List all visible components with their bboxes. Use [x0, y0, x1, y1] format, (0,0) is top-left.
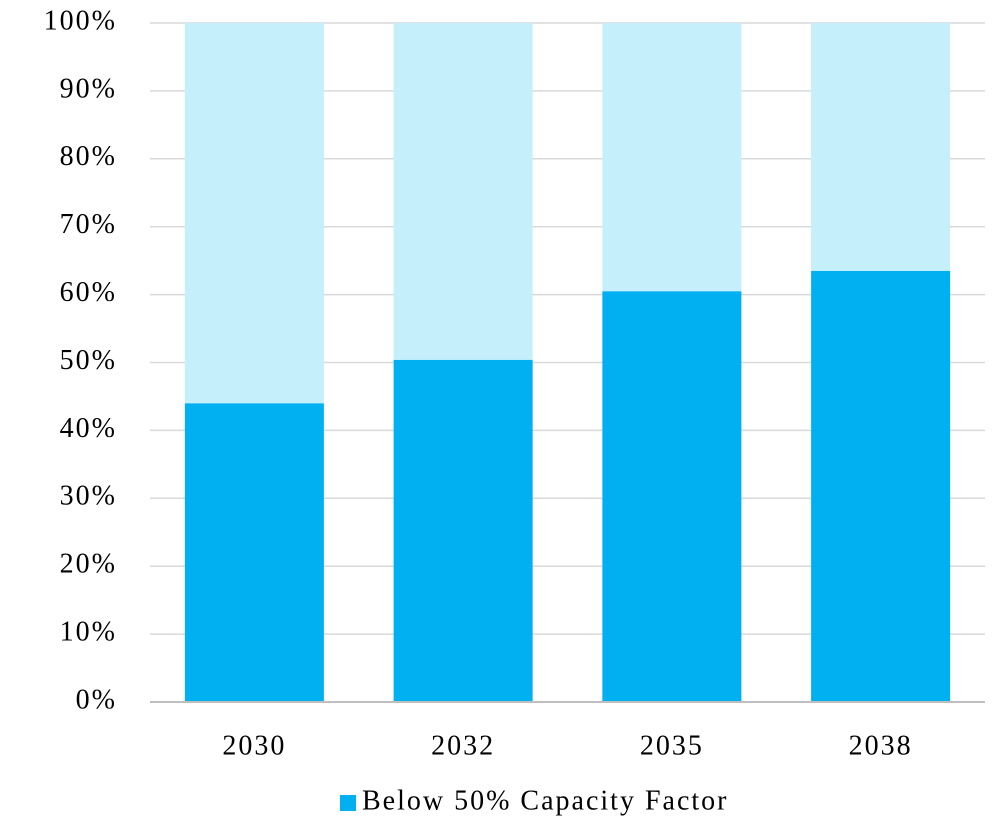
bar-segment [184, 403, 324, 702]
bar-segment [602, 291, 742, 702]
x-tick-label: 2030 [222, 730, 286, 761]
y-tick-label: 40% [60, 413, 117, 444]
y-tick-label: 30% [60, 481, 117, 512]
bar-segment [602, 23, 742, 292]
bar-segment [811, 23, 951, 271]
y-tick-label: 80% [60, 141, 117, 172]
bar-segment [184, 23, 324, 404]
y-tick-label: 60% [60, 277, 117, 308]
y-tick-label: 50% [60, 345, 117, 376]
legend-label: Below 50% Capacity Factor [362, 785, 728, 816]
legend-swatch [340, 795, 356, 811]
y-tick-label: 100% [44, 5, 117, 36]
y-tick-label: 0% [76, 684, 117, 715]
y-tick-label: 10% [60, 617, 117, 648]
bar-segment [811, 270, 951, 702]
x-tick-label: 2035 [640, 730, 704, 761]
x-tick-label: 2038 [849, 730, 913, 761]
y-tick-label: 20% [60, 549, 117, 580]
x-tick-label: 2032 [431, 730, 495, 761]
y-tick-label: 70% [60, 209, 117, 240]
y-tick-label: 90% [60, 73, 117, 104]
bar-segment [393, 23, 533, 360]
bar-segment [393, 359, 533, 702]
